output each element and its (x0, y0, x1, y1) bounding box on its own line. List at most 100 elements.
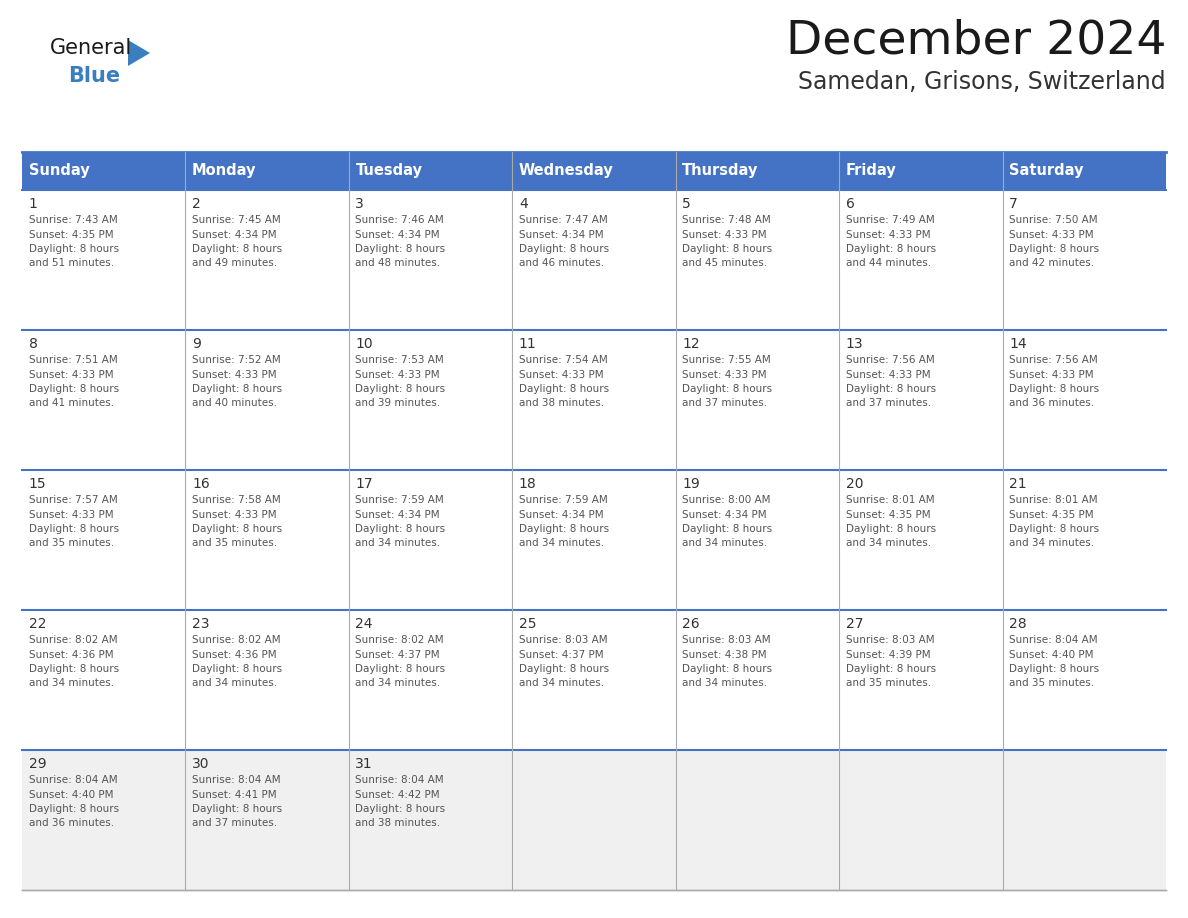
Text: 28: 28 (1009, 617, 1026, 631)
Text: Daylight: 8 hours: Daylight: 8 hours (192, 664, 282, 674)
Text: and 45 minutes.: and 45 minutes. (682, 259, 767, 268)
Text: Sunset: 4:40 PM: Sunset: 4:40 PM (1009, 650, 1094, 659)
Text: Sunset: 4:36 PM: Sunset: 4:36 PM (192, 650, 277, 659)
Text: and 34 minutes.: and 34 minutes. (682, 678, 767, 688)
Bar (839, 190, 1003, 330)
Text: and 35 minutes.: and 35 minutes. (29, 539, 114, 548)
Text: Daylight: 8 hours: Daylight: 8 hours (29, 804, 119, 814)
Text: and 38 minutes.: and 38 minutes. (519, 398, 604, 409)
Text: Daylight: 8 hours: Daylight: 8 hours (1009, 244, 1099, 254)
Text: and 40 minutes.: and 40 minutes. (192, 398, 277, 409)
Text: 19: 19 (682, 477, 700, 491)
Bar (23, 470, 185, 610)
Bar (839, 610, 1003, 750)
Text: and 37 minutes.: and 37 minutes. (682, 398, 767, 409)
Text: Sunrise: 8:00 AM: Sunrise: 8:00 AM (682, 495, 771, 505)
Text: Sunset: 4:33 PM: Sunset: 4:33 PM (682, 370, 767, 379)
Bar (349, 152, 512, 190)
Text: Daylight: 8 hours: Daylight: 8 hours (519, 664, 609, 674)
Text: Daylight: 8 hours: Daylight: 8 hours (682, 664, 772, 674)
Text: Daylight: 8 hours: Daylight: 8 hours (192, 384, 282, 394)
Bar (23, 152, 185, 190)
Text: Sunset: 4:34 PM: Sunset: 4:34 PM (519, 230, 604, 240)
Text: Daylight: 8 hours: Daylight: 8 hours (355, 524, 446, 534)
Bar (512, 190, 676, 330)
Bar (512, 610, 676, 750)
Text: and 36 minutes.: and 36 minutes. (29, 819, 114, 829)
Text: Daylight: 8 hours: Daylight: 8 hours (846, 524, 936, 534)
Text: Sunrise: 8:04 AM: Sunrise: 8:04 AM (29, 775, 118, 785)
Text: Sunrise: 8:01 AM: Sunrise: 8:01 AM (846, 495, 934, 505)
Text: Sunrise: 7:43 AM: Sunrise: 7:43 AM (29, 215, 118, 225)
Text: 18: 18 (519, 477, 537, 491)
Text: Sunset: 4:35 PM: Sunset: 4:35 PM (1009, 509, 1094, 520)
Text: 3: 3 (355, 197, 365, 211)
Text: 23: 23 (192, 617, 209, 631)
Text: Sunrise: 7:51 AM: Sunrise: 7:51 AM (29, 355, 118, 365)
Text: Daylight: 8 hours: Daylight: 8 hours (682, 244, 772, 254)
Text: Daylight: 8 hours: Daylight: 8 hours (1009, 524, 1099, 534)
Bar (676, 152, 839, 190)
Text: 11: 11 (519, 337, 537, 351)
Bar (349, 330, 512, 470)
Text: 4: 4 (519, 197, 527, 211)
Text: Samedan, Grisons, Switzerland: Samedan, Grisons, Switzerland (798, 70, 1165, 94)
Text: Sunrise: 7:49 AM: Sunrise: 7:49 AM (846, 215, 935, 225)
Text: 17: 17 (355, 477, 373, 491)
Text: Daylight: 8 hours: Daylight: 8 hours (682, 524, 772, 534)
Text: Sunset: 4:36 PM: Sunset: 4:36 PM (29, 650, 113, 659)
Text: Sunset: 4:33 PM: Sunset: 4:33 PM (29, 509, 113, 520)
Text: and 34 minutes.: and 34 minutes. (519, 539, 604, 548)
Text: Sunrise: 7:46 AM: Sunrise: 7:46 AM (355, 215, 444, 225)
Polygon shape (128, 40, 150, 66)
Text: and 35 minutes.: and 35 minutes. (846, 678, 931, 688)
Text: 9: 9 (192, 337, 201, 351)
Text: and 51 minutes.: and 51 minutes. (29, 259, 114, 268)
Text: Sunrise: 8:03 AM: Sunrise: 8:03 AM (682, 635, 771, 645)
Text: Sunset: 4:38 PM: Sunset: 4:38 PM (682, 650, 767, 659)
Text: 24: 24 (355, 617, 373, 631)
Text: Daylight: 8 hours: Daylight: 8 hours (1009, 384, 1099, 394)
Text: Sunset: 4:34 PM: Sunset: 4:34 PM (682, 509, 767, 520)
Text: Sunrise: 7:56 AM: Sunrise: 7:56 AM (846, 355, 935, 365)
Text: Sunset: 4:37 PM: Sunset: 4:37 PM (519, 650, 604, 659)
Bar (1003, 470, 1165, 610)
Text: Daylight: 8 hours: Daylight: 8 hours (519, 244, 609, 254)
Text: Daylight: 8 hours: Daylight: 8 hours (355, 244, 446, 254)
Text: Sunset: 4:42 PM: Sunset: 4:42 PM (355, 789, 440, 800)
Bar (185, 190, 349, 330)
Bar (23, 610, 185, 750)
Text: and 34 minutes.: and 34 minutes. (519, 678, 604, 688)
Text: and 46 minutes.: and 46 minutes. (519, 259, 604, 268)
Bar (23, 190, 185, 330)
Bar (512, 152, 676, 190)
Text: Daylight: 8 hours: Daylight: 8 hours (29, 384, 119, 394)
Text: Saturday: Saturday (1009, 163, 1083, 178)
Text: 27: 27 (846, 617, 864, 631)
Bar (1003, 330, 1165, 470)
Text: Sunrise: 8:03 AM: Sunrise: 8:03 AM (519, 635, 607, 645)
Bar (512, 330, 676, 470)
Bar (839, 330, 1003, 470)
Text: and 35 minutes.: and 35 minutes. (1009, 678, 1094, 688)
Text: Sunset: 4:34 PM: Sunset: 4:34 PM (355, 230, 440, 240)
Text: and 35 minutes.: and 35 minutes. (192, 539, 277, 548)
Text: and 34 minutes.: and 34 minutes. (355, 678, 441, 688)
Text: Daylight: 8 hours: Daylight: 8 hours (1009, 664, 1099, 674)
Bar (349, 190, 512, 330)
Text: 26: 26 (682, 617, 700, 631)
Text: Sunset: 4:35 PM: Sunset: 4:35 PM (846, 509, 930, 520)
Text: Daylight: 8 hours: Daylight: 8 hours (355, 384, 446, 394)
Text: Sunrise: 8:02 AM: Sunrise: 8:02 AM (192, 635, 280, 645)
Text: 31: 31 (355, 757, 373, 771)
Text: General: General (50, 38, 132, 58)
Text: Sunrise: 8:01 AM: Sunrise: 8:01 AM (1009, 495, 1098, 505)
Text: Sunset: 4:33 PM: Sunset: 4:33 PM (29, 370, 113, 379)
Text: Wednesday: Wednesday (519, 163, 613, 178)
Text: Friday: Friday (846, 163, 897, 178)
Text: and 34 minutes.: and 34 minutes. (29, 678, 114, 688)
Bar (676, 470, 839, 610)
Text: Sunset: 4:33 PM: Sunset: 4:33 PM (355, 370, 440, 379)
Text: December 2024: December 2024 (785, 18, 1165, 63)
Bar (23, 330, 185, 470)
